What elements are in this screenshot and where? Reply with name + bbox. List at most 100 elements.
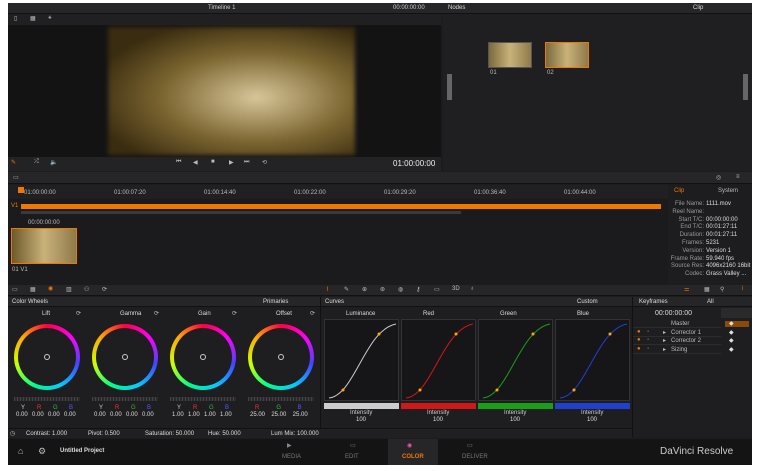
channel-value[interactable]: 0.00	[64, 412, 76, 418]
grid-icon[interactable]: ▦	[704, 287, 710, 293]
shuffle-icon[interactable]: ⤮	[34, 159, 39, 165]
wheel-reset-icon[interactable]: ⟳	[76, 311, 82, 317]
channel-value[interactable]: 0.00	[110, 412, 122, 418]
curve-editor[interactable]	[324, 319, 399, 401]
master-wheel-slider[interactable]	[248, 397, 314, 401]
keyframe-track[interactable]: ● ▪ ▸ Corrector 2	[633, 337, 721, 345]
skip-start-icon[interactable]: ⏮	[176, 159, 182, 165]
keyframe-marker[interactable]: ◆	[729, 321, 734, 327]
wheel-center[interactable]	[122, 354, 128, 360]
wheel-reset-icon[interactable]: ⟳	[310, 311, 316, 317]
play-reverse-icon[interactable]: ◀	[193, 160, 198, 166]
timeline-selector[interactable]: Timeline 1	[208, 5, 236, 11]
timeline-scrollbar[interactable]	[21, 211, 461, 214]
tracker-icon[interactable]: ⊛	[380, 287, 386, 293]
keyframe-marker[interactable]: ◆	[729, 338, 734, 344]
settings-icon[interactable]: ◎	[716, 175, 722, 181]
keyframe-toggle-icon[interactable]: ⚌	[684, 287, 690, 293]
channel-value[interactable]: 1.00	[204, 412, 216, 418]
master-wheel-slider[interactable]	[14, 397, 80, 401]
drop-icon[interactable]: ♁	[470, 286, 475, 292]
adjustment-value[interactable]: Hue: 50.000	[208, 431, 241, 437]
clip-view-icon[interactable]: ▭	[13, 175, 19, 181]
home-icon[interactable]: ⌂	[18, 446, 24, 456]
page-deliver[interactable]: ▭ DELIVER	[448, 439, 498, 465]
3d-icon[interactable]: 3D	[452, 286, 460, 292]
node-01[interactable]	[488, 42, 532, 68]
color-match-icon[interactable]: ▦	[30, 287, 36, 293]
color-wheel[interactable]	[14, 324, 80, 390]
enable-dot[interactable]: ●	[637, 345, 641, 352]
motion-icon[interactable]: ▥	[66, 287, 72, 293]
intensity-value[interactable]: 100	[433, 417, 444, 423]
single-view-icon[interactable]: ▯	[14, 16, 18, 22]
channel-value[interactable]: 0.00	[94, 412, 106, 418]
grid-view-icon[interactable]: ▦	[30, 16, 36, 22]
curve-editor[interactable]	[555, 319, 630, 401]
keyframe-ruler[interactable]	[721, 308, 752, 318]
viewer[interactable]	[8, 25, 441, 157]
picker-icon[interactable]: ✎	[11, 160, 17, 166]
mode-select[interactable]: Custom	[577, 299, 598, 305]
enable-dot[interactable]: ●	[637, 328, 641, 335]
adjustment-value[interactable]: Pivot: 0.500	[88, 431, 120, 437]
wand-icon[interactable]: ⚹	[48, 15, 52, 21]
intensity-value[interactable]: 100	[510, 417, 521, 423]
master-wheel-slider[interactable]	[170, 397, 236, 401]
adjustment-value[interactable]: Contrast: 1.000	[26, 431, 68, 437]
keyframe-track[interactable]: Master	[633, 320, 721, 328]
output-handle[interactable]	[743, 74, 748, 100]
channel-value[interactable]: 0.00	[142, 412, 154, 418]
blur-icon[interactable]: ◍	[398, 287, 404, 293]
page-edit[interactable]: ▭ EDIT	[331, 439, 381, 465]
stereo-icon[interactable]: ⚇	[84, 287, 90, 293]
adjustment-value[interactable]: Lum Mix: 100.000	[271, 431, 319, 437]
keyframe-track[interactable]: ● ▪ ▸ Sizing	[633, 346, 721, 354]
master-wheel-slider[interactable]	[92, 397, 158, 401]
channel-value[interactable]: 0.00	[48, 412, 60, 418]
mode-select[interactable]: Primaries	[263, 299, 289, 305]
gear-icon[interactable]: ⚙	[38, 446, 47, 456]
curve-editor[interactable]	[478, 319, 553, 401]
intensity-value[interactable]: 100	[356, 417, 367, 423]
node-editor[interactable]: 01 02	[443, 14, 752, 171]
loop-icon[interactable]: ⟲	[262, 160, 268, 166]
key-icon[interactable]: ⚷	[416, 287, 421, 293]
skip-end-icon[interactable]: ⏭	[244, 159, 250, 165]
wheel-center[interactable]	[200, 354, 206, 360]
viewer-timecode[interactable]: 00:00:00:00	[393, 5, 425, 11]
node-02[interactable]	[545, 42, 589, 68]
keyframe-filter[interactable]: All	[707, 299, 714, 305]
channel-value[interactable]: 25.00	[292, 412, 308, 418]
reset-adjust-icon[interactable]: ◷	[10, 431, 16, 437]
page-media[interactable]: ▶ MEDIA	[268, 439, 318, 465]
wheel-reset-icon[interactable]: ⟳	[154, 311, 160, 317]
track-clip[interactable]	[21, 204, 661, 209]
volume-icon[interactable]: 🔈	[50, 160, 58, 166]
lock-icon[interactable]: ▪	[647, 337, 650, 343]
expand-icon[interactable]: ▸	[663, 329, 667, 336]
node-mode-select[interactable]: Clip	[693, 5, 704, 11]
stop-icon[interactable]: ■	[211, 159, 215, 165]
color-wheels-icon[interactable]: ◉	[48, 286, 54, 292]
tab-system[interactable]: System	[718, 188, 739, 194]
channel-value[interactable]: 0.00	[126, 412, 138, 418]
play-icon[interactable]: ▶	[229, 160, 234, 166]
intensity-value[interactable]: 100	[587, 417, 598, 423]
list-icon[interactable]: ≡	[736, 174, 740, 180]
window-icon[interactable]: ⊕	[362, 287, 368, 293]
channel-value[interactable]: 1.00	[172, 412, 184, 418]
channel-value[interactable]: 0.00	[16, 412, 28, 418]
curves-icon[interactable]: ⌇	[326, 287, 329, 293]
playhead[interactable]	[18, 187, 24, 193]
timeline[interactable]: 01:00:00:00 01:00:07:20 01:00:14:40 01:0…	[8, 185, 668, 285]
channel-value[interactable]: 1.00	[220, 412, 232, 418]
channel-value[interactable]: 25.00	[271, 412, 287, 418]
reset-icon[interactable]: ⟳	[102, 287, 108, 293]
info-icon[interactable]: i	[742, 286, 744, 292]
channel-value[interactable]: 25.00	[250, 412, 266, 418]
timeline-ruler[interactable]: 01:00:00:00 01:00:07:20 01:00:14:40 01:0…	[8, 185, 668, 199]
lock-icon[interactable]: ▪	[647, 345, 650, 352]
master-keyframe-bar[interactable]	[725, 321, 749, 327]
clip-thumbnail[interactable]	[11, 228, 77, 264]
